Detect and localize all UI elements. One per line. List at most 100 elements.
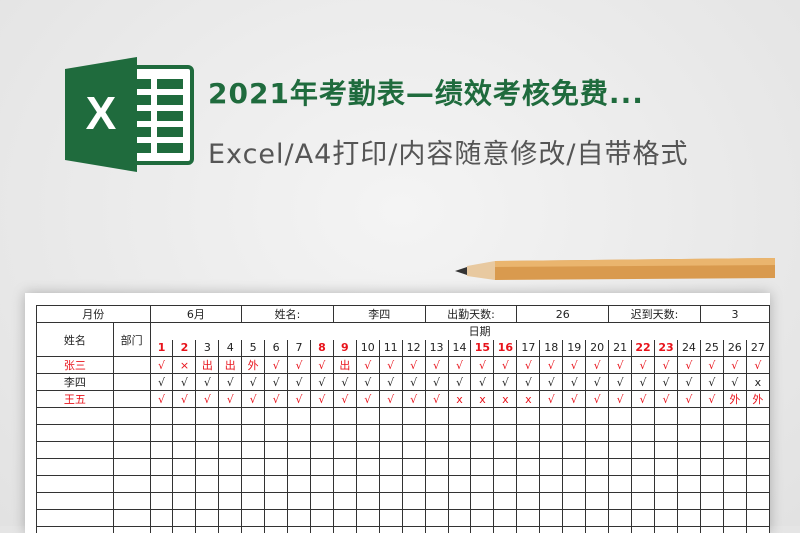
empty-cell[interactable] [196, 459, 219, 476]
empty-cell[interactable] [333, 425, 356, 442]
empty-cell[interactable] [586, 425, 609, 442]
empty-cell[interactable] [310, 476, 333, 493]
attendance-cell[interactable]: √ [425, 391, 448, 408]
empty-cell[interactable] [196, 425, 219, 442]
empty-cell[interactable] [333, 510, 356, 527]
empty-cell[interactable] [379, 510, 402, 527]
attendance-cell[interactable]: √ [310, 391, 333, 408]
empty-cell[interactable] [563, 442, 586, 459]
empty-cell[interactable] [563, 476, 586, 493]
empty-cell[interactable] [563, 510, 586, 527]
employee-dept[interactable] [113, 391, 150, 408]
empty-cell[interactable] [379, 425, 402, 442]
empty-cell[interactable] [494, 527, 517, 533]
day-22[interactable]: 22 [632, 340, 655, 357]
empty-cell[interactable] [677, 459, 700, 476]
empty-cell[interactable] [402, 476, 425, 493]
attendance-cell[interactable]: 外 [723, 391, 746, 408]
attendance-cell[interactable]: √ [632, 391, 655, 408]
empty-cell[interactable] [356, 510, 379, 527]
empty-cell[interactable] [219, 510, 242, 527]
empty-cell[interactable] [609, 408, 632, 425]
day-6[interactable]: 6 [265, 340, 288, 357]
empty-cell[interactable] [333, 459, 356, 476]
empty-cell[interactable] [540, 476, 563, 493]
attendance-cell[interactable]: √ [173, 391, 196, 408]
empty-cell[interactable] [540, 493, 563, 510]
day-13[interactable]: 13 [425, 340, 448, 357]
attend-label[interactable]: 出勤天数: [425, 306, 517, 323]
empty-cell[interactable] [540, 442, 563, 459]
empty-cell[interactable] [356, 476, 379, 493]
empty-cell[interactable] [113, 527, 150, 533]
attendance-cell[interactable]: x [494, 391, 517, 408]
month-label[interactable]: 月份 [37, 306, 151, 323]
attendance-cell[interactable]: √ [448, 374, 471, 391]
day-3[interactable]: 3 [196, 340, 219, 357]
attendance-cell[interactable]: √ [494, 357, 517, 374]
empty-cell[interactable] [37, 510, 114, 527]
empty-cell[interactable] [655, 510, 678, 527]
day-7[interactable]: 7 [288, 340, 311, 357]
attendance-cell[interactable]: √ [173, 374, 196, 391]
empty-cell[interactable] [540, 459, 563, 476]
empty-cell[interactable] [379, 476, 402, 493]
empty-cell[interactable] [150, 493, 173, 510]
attendance-cell[interactable]: √ [425, 357, 448, 374]
empty-cell[interactable] [402, 527, 425, 533]
empty-cell[interactable] [563, 408, 586, 425]
empty-cell[interactable] [471, 527, 494, 533]
empty-cell[interactable] [113, 459, 150, 476]
attendance-cell[interactable]: √ [242, 391, 265, 408]
empty-cell[interactable] [746, 476, 769, 493]
day-26[interactable]: 26 [723, 340, 746, 357]
late-label[interactable]: 迟到天数: [609, 306, 701, 323]
empty-cell[interactable] [563, 493, 586, 510]
empty-cell[interactable] [150, 442, 173, 459]
attendance-cell[interactable]: √ [609, 374, 632, 391]
attendance-cell[interactable]: √ [586, 357, 609, 374]
empty-cell[interactable] [219, 442, 242, 459]
attendance-cell[interactable]: √ [563, 374, 586, 391]
day-14[interactable]: 14 [448, 340, 471, 357]
empty-cell[interactable] [113, 476, 150, 493]
empty-cell[interactable] [632, 527, 655, 533]
empty-cell[interactable] [333, 408, 356, 425]
empty-cell[interactable] [173, 408, 196, 425]
empty-cell[interactable] [700, 476, 723, 493]
empty-cell[interactable] [677, 476, 700, 493]
empty-cell[interactable] [655, 442, 678, 459]
attendance-cell[interactable]: √ [540, 391, 563, 408]
empty-cell[interactable] [655, 425, 678, 442]
empty-cell[interactable] [265, 425, 288, 442]
empty-cell[interactable] [265, 459, 288, 476]
attendance-cell[interactable]: 出 [219, 357, 242, 374]
empty-cell[interactable] [333, 442, 356, 459]
empty-cell[interactable] [265, 476, 288, 493]
empty-cell[interactable] [609, 527, 632, 533]
empty-cell[interactable] [677, 408, 700, 425]
empty-cell[interactable] [425, 425, 448, 442]
day-23[interactable]: 23 [655, 340, 678, 357]
empty-cell[interactable] [219, 459, 242, 476]
attendance-cell[interactable]: √ [333, 374, 356, 391]
attendance-cell[interactable]: √ [723, 357, 746, 374]
empty-cell[interactable] [586, 510, 609, 527]
empty-cell[interactable] [425, 493, 448, 510]
empty-cell[interactable] [113, 425, 150, 442]
empty-cell[interactable] [494, 510, 517, 527]
empty-cell[interactable] [448, 408, 471, 425]
empty-cell[interactable] [196, 476, 219, 493]
day-20[interactable]: 20 [586, 340, 609, 357]
day-4[interactable]: 4 [219, 340, 242, 357]
attendance-cell[interactable]: √ [310, 374, 333, 391]
empty-cell[interactable] [677, 493, 700, 510]
empty-cell[interactable] [723, 527, 746, 533]
name-value[interactable]: 李四 [333, 306, 425, 323]
empty-cell[interactable] [288, 493, 311, 510]
attendance-cell[interactable]: √ [242, 374, 265, 391]
empty-cell[interactable] [723, 493, 746, 510]
empty-cell[interactable] [113, 510, 150, 527]
empty-cell[interactable] [517, 459, 540, 476]
day-25[interactable]: 25 [700, 340, 723, 357]
